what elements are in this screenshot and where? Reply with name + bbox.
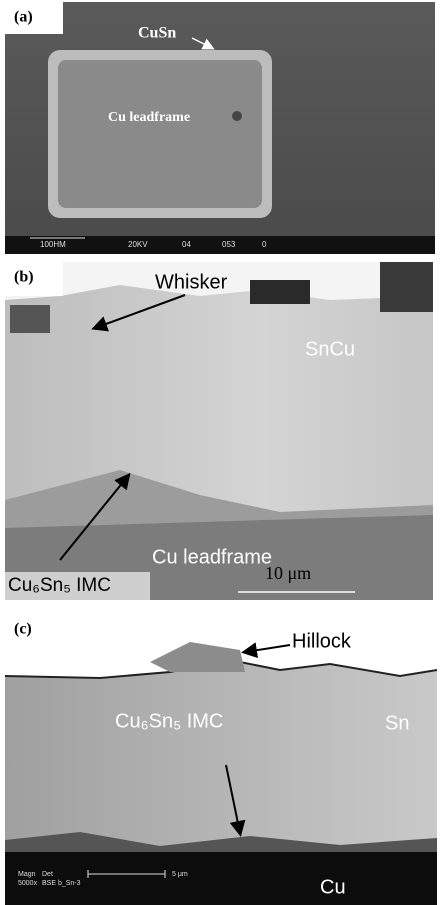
annotation: SnCu [305, 338, 355, 360]
scale-label: 5 μm [172, 871, 188, 878]
cu-substrate [5, 852, 437, 905]
annotation: Cu₆Sn₅ IMC [115, 710, 223, 732]
info-text: 100HM [40, 240, 66, 249]
panel-label: (b) [14, 269, 34, 286]
leadframe [58, 60, 262, 208]
annotation: Sn [385, 712, 409, 734]
annotation: Cu leadframe [152, 546, 272, 568]
info-text: Magn [18, 871, 36, 878]
dark-debris [380, 262, 433, 312]
panel-label: (a) [14, 9, 33, 26]
info-text: 5000x [18, 880, 38, 887]
scale-label: 10 μm [265, 563, 311, 583]
info-text: 04 [182, 240, 191, 249]
info-text: Det [42, 871, 53, 878]
dark-debris [250, 280, 310, 304]
info-text: BSE b_Sn-3 [42, 880, 81, 887]
info-text: 0 [262, 240, 267, 249]
annotation: Cu leadframe [108, 110, 190, 125]
annotation: CuSn [138, 25, 176, 42]
annotation: Cu₆Sn₅ IMC [8, 575, 111, 596]
info-bar [5, 236, 435, 254]
info-text: 053 [222, 240, 236, 249]
panel-b: (b) Whisker SnCu Cu leadframe Cu₆Sn₅ IMC… [5, 262, 433, 600]
figure: 100HM 20KV 04 053 0 (a) CuSn Cu leadfram… [0, 0, 442, 905]
panel-label: (c) [14, 621, 32, 638]
panel-a: 100HM 20KV 04 053 0 (a) CuSn Cu leadfram… [5, 2, 435, 254]
annotation: Whisker [155, 271, 228, 293]
defect [232, 111, 242, 121]
annotation: Cu [320, 876, 346, 898]
panel-c: (c) Hillock Cu₆Sn₅ IMC Sn Cu Magn 5000x … [5, 612, 437, 905]
info-text: 20KV [128, 240, 148, 249]
dark-debris [10, 305, 50, 333]
annotation: Hillock [292, 630, 352, 652]
